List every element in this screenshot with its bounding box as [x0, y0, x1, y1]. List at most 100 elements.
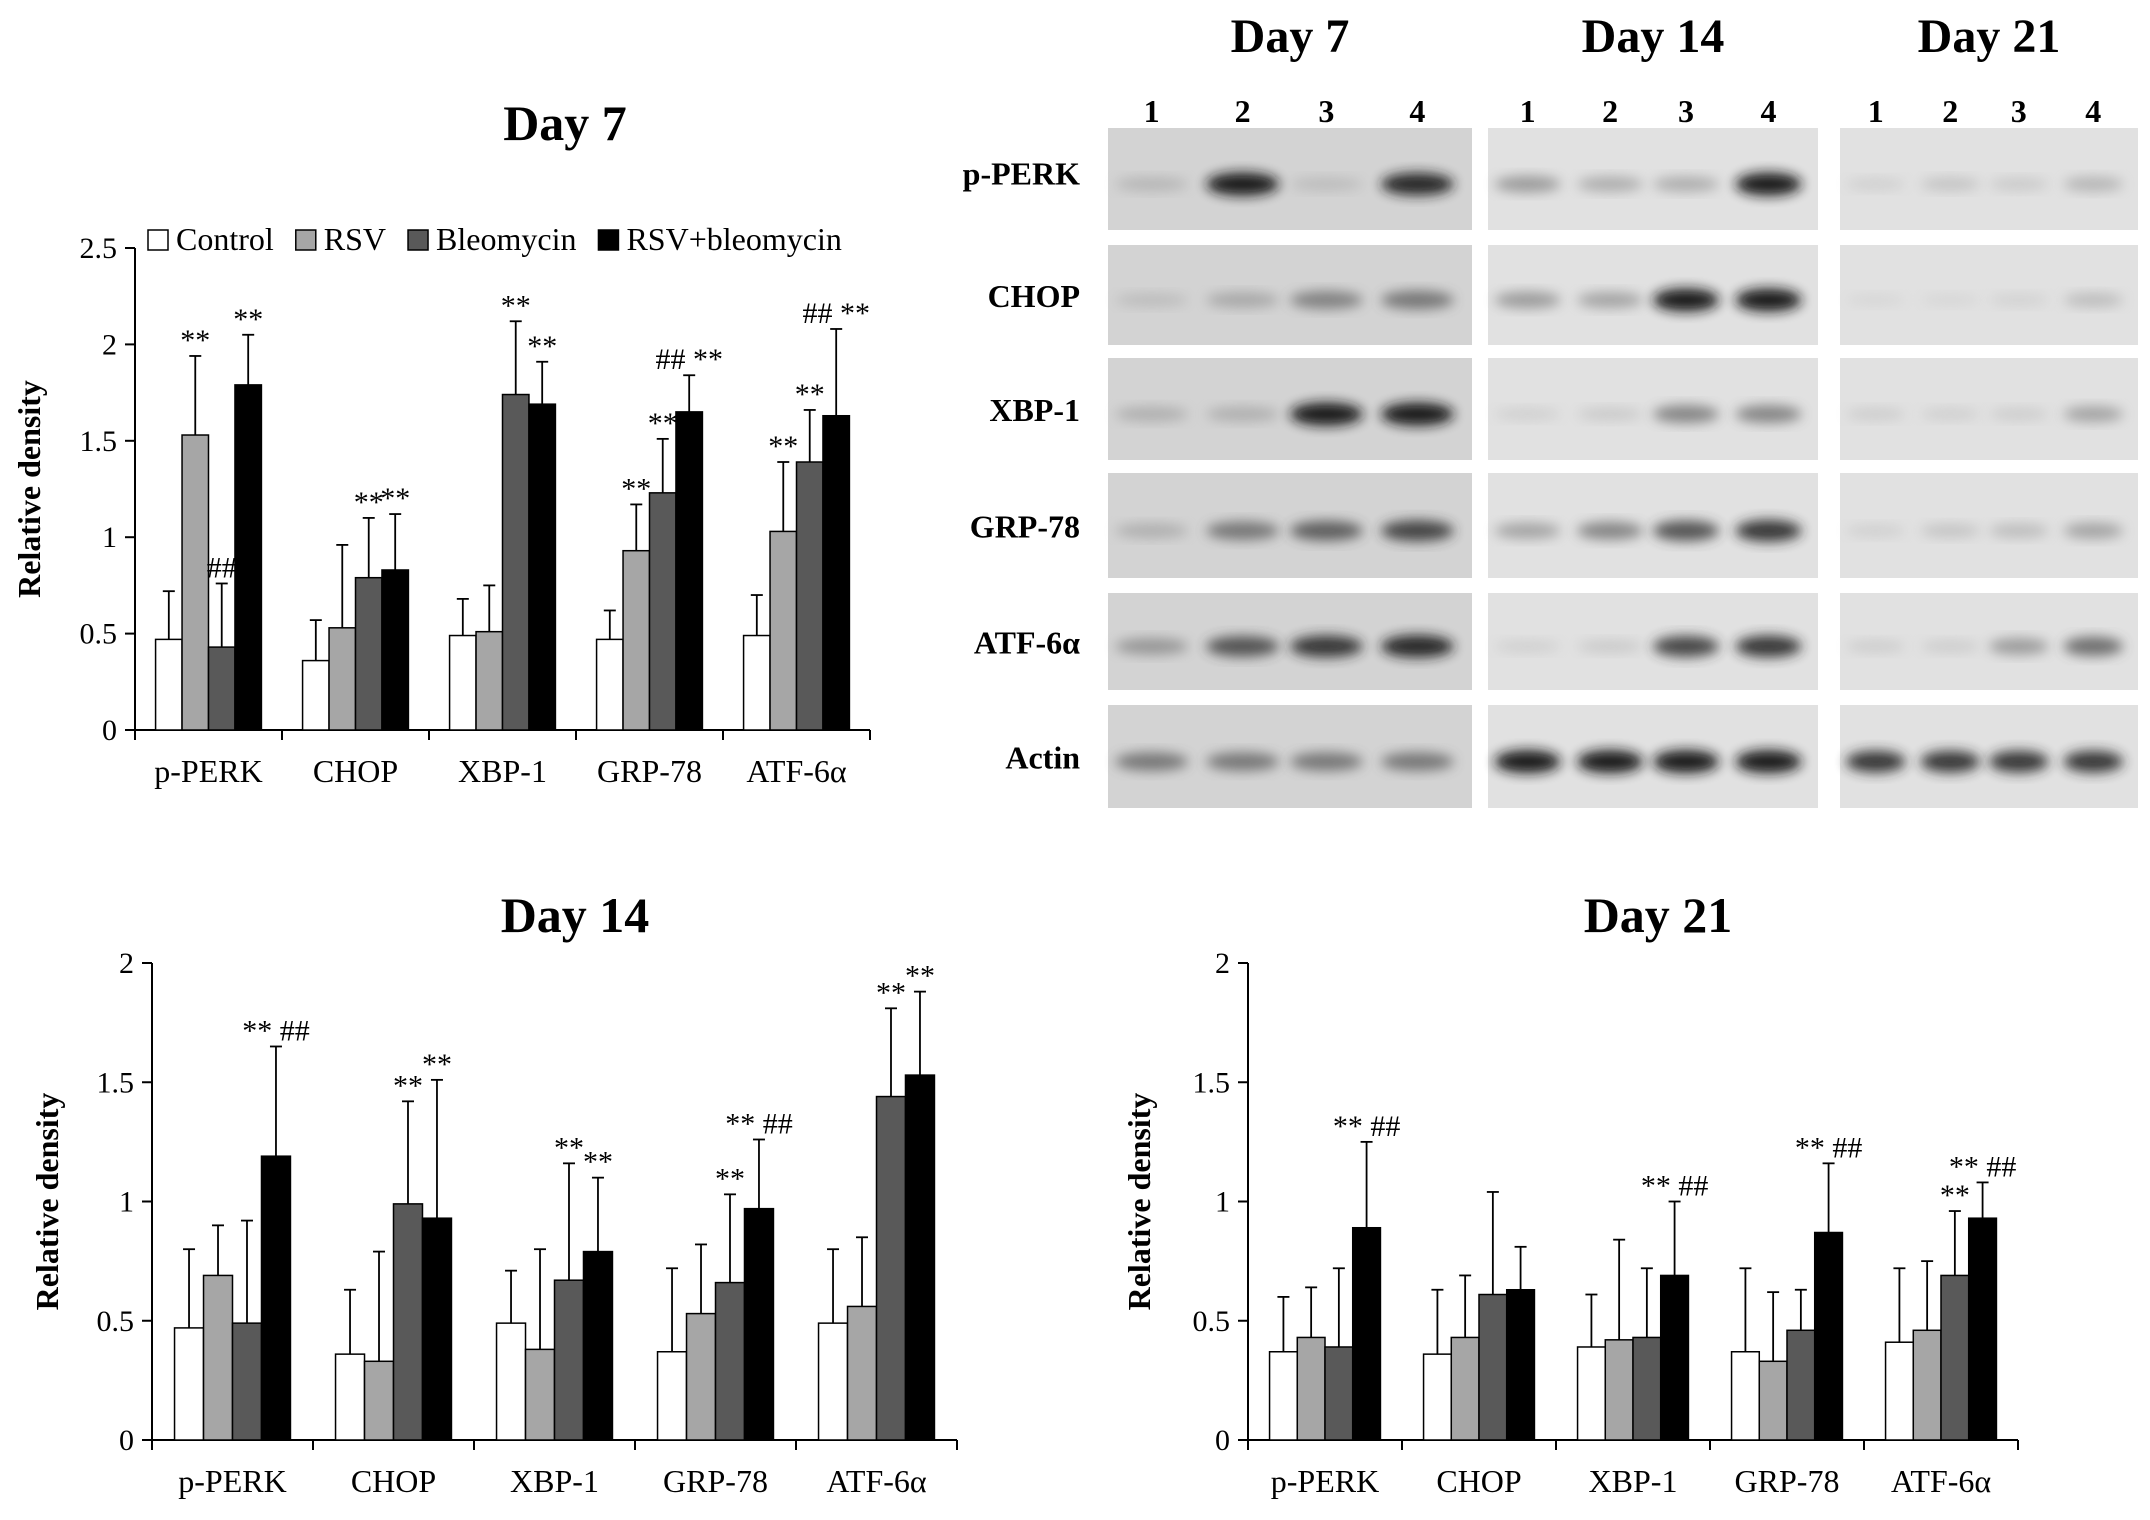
- blot-band: [1989, 638, 2049, 655]
- y-tick-label: 0: [102, 714, 117, 747]
- significance-label: **: [583, 1146, 613, 1179]
- bar: [501, 393, 530, 731]
- y-tick-label: 2.5: [80, 232, 118, 265]
- lane-number: 4: [1409, 93, 1425, 129]
- bar: [1450, 1336, 1480, 1441]
- x-category-label: ATF-6α: [746, 753, 847, 789]
- blot-band: [2063, 177, 2124, 192]
- blot-band: [1653, 405, 1719, 423]
- blot-band: [1494, 750, 1561, 774]
- y-axis-label: Relative density: [1121, 1093, 1157, 1311]
- significance-label: **: [1940, 1179, 1970, 1212]
- x-category-label: ATF-6α: [826, 1463, 927, 1499]
- y-tick-label: 0.5: [97, 1305, 135, 1338]
- y-axis-label: Relative density: [11, 380, 47, 598]
- western-blot-panel: p-PERK CHOP XBP-1 GRP-78 ATF-6α Actin Day 7 1 2 3…: [963, 10, 2138, 808]
- blot-band: [1845, 294, 1906, 306]
- blot-band: [1577, 408, 1644, 421]
- y-axis-label: Relative density: [29, 1093, 65, 1311]
- lane-number: 2: [1602, 93, 1618, 129]
- bar: [1912, 1329, 1942, 1441]
- bar: [354, 576, 383, 731]
- blot-band: [1206, 407, 1280, 422]
- blot-band: [1381, 520, 1454, 542]
- blot-band: [1115, 752, 1189, 771]
- y-tick-label: 1.5: [1193, 1066, 1231, 1099]
- legend-label: Bleomycin: [436, 221, 576, 257]
- x-category-label: GRP-78: [663, 1463, 768, 1499]
- significance-label: ** ##: [725, 1107, 793, 1140]
- x-category-label: ATF-6α: [1891, 1463, 1992, 1499]
- blot-band: [1920, 177, 1981, 191]
- y-tick-label: 1.5: [80, 425, 118, 458]
- bar: [524, 1348, 556, 1441]
- significance-label: ** ##: [1795, 1131, 1863, 1164]
- blot-band: [1115, 177, 1189, 191]
- y-tick-label: 1: [102, 521, 117, 554]
- bar: [381, 569, 410, 731]
- significance-label: **: [905, 960, 935, 993]
- blot-band: [1577, 521, 1644, 540]
- protein-label: ATF-6α: [974, 625, 1080, 661]
- significance-label: **: [354, 486, 384, 519]
- bar: [743, 1207, 775, 1441]
- y-tick-label: 0: [119, 1424, 134, 1457]
- bar: [334, 1353, 366, 1441]
- blot-band: [2063, 636, 2124, 656]
- blot-band: [1290, 635, 1363, 658]
- blot-band: [1845, 408, 1906, 420]
- y-tick-label: 2: [119, 947, 134, 980]
- blot-band: [1290, 520, 1363, 541]
- bar: [769, 530, 798, 731]
- blot-band: [1989, 524, 2049, 538]
- blot-band: [1381, 402, 1454, 426]
- bar: [154, 638, 183, 731]
- bar: [822, 414, 851, 731]
- x-category-label: CHOP: [351, 1463, 436, 1499]
- bar: [528, 403, 557, 731]
- significance-label: **: [501, 289, 531, 322]
- blot-day-title: Day 21: [1918, 10, 2061, 63]
- blot-band: [1290, 291, 1363, 309]
- blot-band: [1206, 636, 1280, 657]
- blot-band: [1653, 635, 1719, 657]
- significance-label: **: [393, 1069, 423, 1102]
- blot-band: [1653, 520, 1719, 541]
- significance-label: **: [715, 1162, 745, 1195]
- x-category-label: XBP-1: [1589, 1463, 1678, 1499]
- blot-band: [1290, 402, 1363, 426]
- blot-band: [2063, 750, 2124, 773]
- blot-band: [1735, 635, 1802, 658]
- blot-band: [1381, 290, 1454, 310]
- blot-band: [1989, 178, 2049, 191]
- significance-label: **: [795, 378, 825, 411]
- significance-label: ##: [207, 551, 237, 584]
- blot-band: [1920, 294, 1981, 306]
- protein-label: GRP-78: [970, 509, 1080, 545]
- bar: [1786, 1329, 1816, 1441]
- lane-number: 2: [1942, 93, 1958, 129]
- chart-title: Day 7: [503, 95, 627, 151]
- y-tick-label: 0.5: [80, 618, 118, 651]
- bar: [173, 1327, 205, 1441]
- bar: [1632, 1336, 1662, 1441]
- blot-band: [1494, 408, 1561, 420]
- blot-band: [1735, 288, 1802, 312]
- blot-band: [1920, 524, 1981, 538]
- lane-number: 3: [2011, 93, 2027, 129]
- bar: [553, 1279, 585, 1441]
- blot-band: [1115, 523, 1189, 538]
- bar: [1940, 1274, 1970, 1441]
- blot-band: [1577, 292, 1644, 308]
- bar: [1351, 1226, 1382, 1441]
- bar: [1884, 1341, 1915, 1441]
- bar: [1422, 1353, 1453, 1441]
- blot-band: [2063, 293, 2124, 307]
- blot-band: [1920, 640, 1981, 653]
- x-category-label: XBP-1: [458, 753, 547, 789]
- blot-band: [1494, 640, 1561, 653]
- bar: [904, 1074, 936, 1441]
- bar: [448, 634, 477, 731]
- y-tick-label: 2: [1215, 947, 1230, 980]
- blot-band: [1206, 172, 1280, 196]
